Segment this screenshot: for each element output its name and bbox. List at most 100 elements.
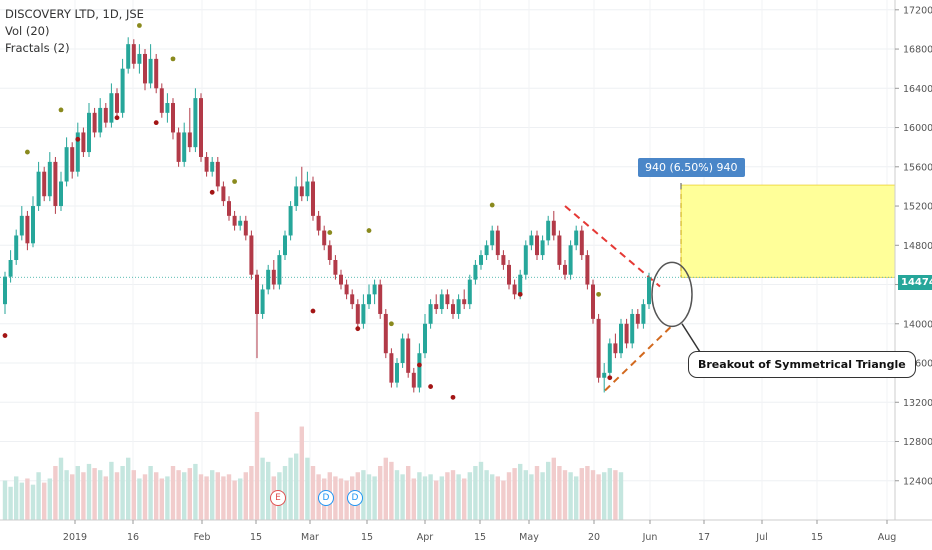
volume-bar [249, 466, 254, 520]
candle-body [557, 235, 562, 265]
fractal-down [153, 120, 159, 126]
legend-volume[interactable]: Vol (20) [5, 24, 50, 38]
legend-symbol[interactable]: DISCOVERY LTD, 1D, JSE [5, 7, 144, 21]
last-price-tag: 14474 [898, 275, 932, 290]
candle-body [434, 304, 439, 310]
candle-body [260, 289, 265, 314]
volume-bar [30, 484, 36, 520]
fractal-down [310, 308, 316, 314]
volume-bar [602, 472, 607, 520]
event-badge-e[interactable]: E [270, 490, 286, 506]
volume-bar [114, 472, 120, 520]
candle-body [75, 132, 80, 172]
fractal-up [389, 321, 394, 327]
event-badge-d[interactable]: D [318, 490, 334, 506]
price-tick-label: 14800 [903, 241, 932, 252]
volume-bar [25, 478, 30, 520]
volume-bar [422, 476, 428, 520]
candle-body [495, 230, 500, 256]
candle-body [339, 274, 343, 285]
price-tick-label: 16400 [903, 84, 932, 95]
candle-body [103, 107, 108, 123]
callout-pointer [681, 323, 701, 353]
candle-body [451, 304, 455, 314]
volume-bar [294, 453, 299, 520]
fractal-up [137, 23, 142, 28]
volume-bar [137, 478, 142, 520]
volume-bar [450, 470, 456, 520]
time-tick-label: Mar [301, 532, 319, 543]
volume-bar [176, 470, 181, 520]
candle-body [98, 107, 103, 133]
candle-body [523, 245, 528, 275]
candle-body [568, 245, 573, 275]
candle-body [249, 235, 254, 275]
candle-body [311, 181, 315, 216]
time-tick-label: 15 [361, 532, 373, 543]
volume-bar [484, 470, 489, 520]
volume-bar [579, 468, 584, 520]
candle-body [87, 112, 91, 153]
candle-body [3, 276, 7, 305]
candle-body [563, 264, 567, 275]
volume-bar [215, 472, 220, 520]
volume-bar [338, 478, 344, 520]
volume-bar [170, 466, 176, 520]
candle-body [535, 235, 539, 256]
fractal-up [25, 149, 30, 155]
candle-body [406, 338, 411, 373]
candle-body [350, 294, 355, 305]
candle-body [445, 294, 450, 305]
time-axis[interactable]: 2019 16 Feb 15 Mar 15 Apr 15 May 20 Jun 17 Jul 15 Aug [63, 520, 896, 543]
volume-bar [198, 474, 204, 520]
volume-bar [243, 472, 248, 520]
candle-body [316, 215, 321, 231]
fractal-up [58, 107, 64, 113]
fractal-down [2, 333, 8, 338]
candle-body [355, 304, 360, 324]
volume-bar [19, 482, 24, 520]
annotations [651, 183, 701, 353]
candle-body [484, 245, 489, 256]
candle-body [42, 171, 47, 197]
volume-bar [607, 468, 612, 520]
candle-body [193, 98, 198, 148]
volume-bar [86, 463, 92, 520]
fractal-markers [2, 23, 613, 400]
measure-label: 940 (6.50%) 940 [638, 158, 745, 177]
candle-body [574, 230, 579, 246]
fractal-down [355, 326, 361, 332]
candle-body [344, 284, 349, 295]
volume-bar [596, 474, 601, 520]
volume-bar [540, 472, 545, 520]
candle-body [283, 235, 287, 256]
candle-body [187, 132, 192, 148]
candlesticks [3, 37, 651, 393]
volume-bar [400, 474, 405, 520]
candle-body [518, 274, 523, 295]
time-tick-label: May [519, 532, 539, 543]
volume-bar [478, 461, 484, 520]
volume-bar [490, 474, 495, 520]
candle-body [210, 161, 215, 172]
candle-body [148, 58, 153, 84]
candle-body [540, 240, 545, 256]
candle-body [19, 215, 24, 236]
candle-body [255, 274, 259, 314]
fractal-down [209, 189, 215, 195]
volume-bar [585, 466, 590, 520]
time-tick-label: 15 [250, 532, 262, 543]
candle-body [596, 318, 601, 378]
volume-bar [445, 472, 450, 520]
volume-bar [428, 474, 433, 520]
volume-bar [434, 480, 439, 520]
volume-bar [282, 466, 288, 520]
candle-body [131, 44, 136, 64]
candle-body [579, 230, 584, 256]
volume-bar [103, 476, 108, 520]
candle-body [473, 264, 478, 280]
breakout-callout: Breakout of Symmetrical Triangle [688, 351, 916, 378]
legend-fractals[interactable]: Fractals (2) [5, 41, 70, 55]
event-badge-d[interactable]: D [347, 490, 363, 506]
